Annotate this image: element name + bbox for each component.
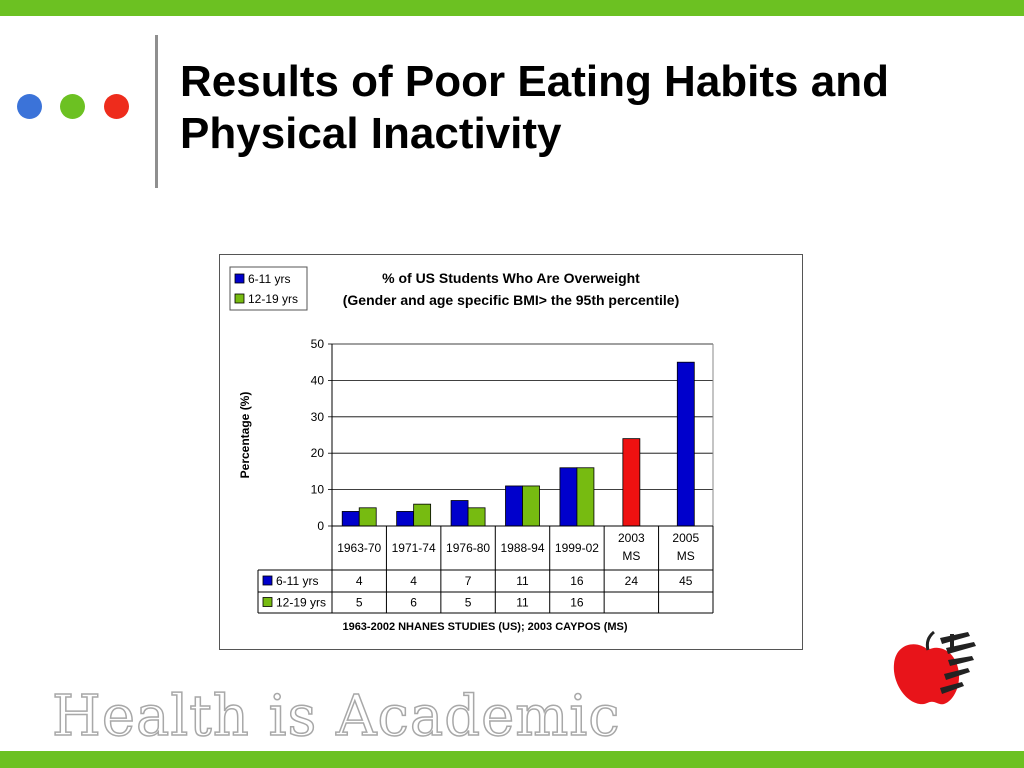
y-tick-label-3: 30 [311, 410, 325, 424]
x-tick-label-5-line0: 2003 [618, 531, 645, 545]
bar-s1-c4 [576, 467, 595, 527]
table-cell-r0-c6: 45 [679, 574, 693, 588]
footer-logo: Health is Academic [51, 683, 621, 750]
table-cell-r0-c0: 4 [356, 574, 363, 588]
bar-s1-c1 [413, 503, 432, 527]
table-cell-r0-c3: 11 [516, 574, 529, 588]
chart-subtitle: (Gender and age specific BMI> the 95th p… [343, 292, 679, 308]
table-cell-r1-c1: 6 [410, 596, 417, 610]
y-tick-label-2: 20 [311, 446, 325, 460]
top-accent-bar [0, 0, 1024, 16]
apple-logo-icon [893, 630, 976, 705]
table-cell-r0-c5: 24 [625, 574, 639, 588]
x-tick-label-2: 1976-80 [446, 541, 490, 555]
table-cell-r1-c0: 5 [356, 596, 363, 610]
green-dot-icon [60, 94, 85, 119]
table-cell-r0-c2: 7 [465, 574, 472, 588]
x-tick-label-4: 1999-02 [555, 541, 599, 555]
table-row-swatch-1 [262, 597, 273, 607]
table-row-label-1: 12-19 yrs [276, 596, 326, 610]
bottom-accent-bar [0, 751, 1024, 768]
overweight-chart: % of US Students Who Are Overweight (Gend… [229, 266, 714, 633]
x-tick-label-5-line1: MS [622, 549, 640, 563]
x-axis-label: 1963-2002 NHANES STUDIES (US); 2003 CAYP… [342, 621, 627, 633]
table-cell-r1-c2: 5 [465, 596, 472, 610]
bar-s0-c0 [341, 511, 360, 527]
bar-s0-c6 [676, 361, 695, 527]
bar-highlight-5 [622, 438, 641, 527]
bar-s0-c3 [505, 485, 523, 527]
slide-title: Results of Poor Eating Habits and Physic… [180, 57, 889, 158]
y-tick-label-0: 0 [317, 519, 324, 533]
blue-dot-icon [17, 94, 42, 119]
table-cell-r1-c3: 11 [516, 596, 529, 610]
title-divider [155, 35, 158, 188]
legend-label-1: 12-19 yrs [248, 292, 298, 306]
x-tick-label-3: 1988-94 [500, 541, 544, 555]
legend-label-0: 6-11 yrs [248, 272, 290, 286]
table-row-label-0: 6-11 yrs [276, 574, 318, 588]
y-axis-label: Percentage (%) [238, 392, 252, 479]
legend-swatch-0 [234, 273, 245, 284]
bar-s1-c2 [467, 507, 486, 527]
bar-s1-c3 [522, 485, 540, 527]
red-dot-icon [104, 94, 129, 119]
bar-s0-c2 [450, 500, 469, 527]
bar-s0-c4 [559, 467, 578, 527]
bar-s1-c0 [358, 507, 377, 527]
table-cell-r0-c4: 16 [570, 574, 584, 588]
x-tick-label-1: 1971-74 [392, 541, 436, 555]
x-tick-label-6-line0: 2005 [672, 531, 699, 545]
y-tick-label-5: 50 [311, 337, 325, 351]
y-tick-label-1: 10 [311, 483, 325, 497]
legend-swatch-1 [234, 293, 245, 304]
chart-title: % of US Students Who Are Overweight [382, 270, 640, 286]
bar-s0-c1 [396, 511, 415, 527]
table-cell-r1-c4: 16 [570, 596, 584, 610]
table-row-swatch-0 [262, 575, 273, 586]
table-cell-r0-c1: 4 [410, 574, 417, 588]
x-tick-label-0: 1963-70 [337, 541, 381, 555]
x-tick-label-6-line1: MS [677, 549, 695, 563]
y-tick-label-4: 40 [311, 373, 325, 387]
chart-frame [219, 254, 803, 650]
